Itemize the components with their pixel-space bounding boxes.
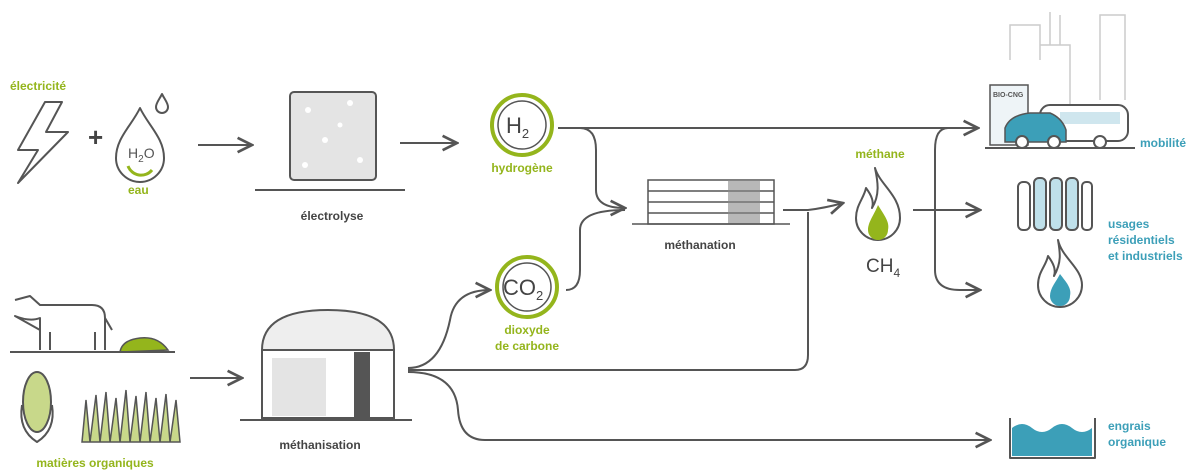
flow-h2-methanation [580, 128, 625, 208]
formula-subscript: 4 [893, 266, 900, 280]
hydrogen-formula: H2 [506, 113, 529, 141]
drop-accent [128, 166, 152, 175]
fertilizer-label: engrais [1108, 419, 1151, 433]
cow-icon [15, 296, 112, 350]
flow-methanation-methane [783, 203, 843, 210]
water-label: eau [128, 183, 149, 197]
flow-methaniser-methane [408, 212, 808, 370]
water-formula: H2O [128, 145, 155, 165]
formula-part: O [144, 145, 155, 161]
formula-part: H [128, 145, 138, 161]
methanisation-label: méthanisation [279, 438, 360, 452]
station-sign: BIO-CNG [993, 92, 1024, 99]
formula-subscript: 2 [522, 126, 529, 141]
small-drop [156, 94, 168, 113]
co2-label: de carbone [495, 339, 559, 353]
residential-label: et industriels [1108, 249, 1183, 263]
methanation-icon [632, 180, 790, 224]
plus-sign: + [88, 122, 103, 152]
co2-label: dioxyde [504, 323, 550, 337]
methane-formula: CH4 [866, 256, 900, 280]
diagram: électricité + H2O eau électrolyse H2 hyd… [0, 0, 1198, 473]
hydrogen-ring [492, 95, 552, 155]
residential-label: résidentiels [1108, 233, 1175, 247]
flow-co2-methanation [566, 210, 625, 290]
blue-flame-inner [1050, 274, 1070, 306]
methane-label: méthane [855, 147, 905, 161]
formula-part: CO [503, 275, 536, 300]
corn-icon [23, 372, 51, 432]
flow-methaniser-fertilizer [408, 372, 990, 440]
methanation-label: méthanation [664, 238, 735, 252]
mobility-icon: BIO-CNG [985, 12, 1135, 148]
radiator-icon [1018, 178, 1092, 230]
formula-part: H [506, 113, 522, 138]
flow-methaniser-co2 [408, 290, 490, 368]
water-drop [116, 108, 164, 182]
fertilizer-liquid [1012, 424, 1092, 456]
organic-matter-label: matières organiques [36, 456, 154, 470]
residential-label: usages [1108, 217, 1150, 231]
electrolysis-label: électrolyse [301, 209, 364, 223]
mobility-label: mobilité [1140, 136, 1186, 150]
fertilizer-label: organique [1108, 435, 1166, 449]
hydrogen-label: hydrogène [491, 161, 553, 175]
formula-subscript: 2 [536, 288, 543, 303]
electricity-label: électricité [10, 79, 66, 93]
grass-icon [82, 390, 180, 442]
methaniser-icon [240, 310, 412, 420]
co2-formula: CO2 [503, 275, 543, 303]
formula-part: CH [866, 256, 893, 277]
methane-flame-inner [868, 205, 888, 240]
manure-icon [120, 338, 168, 352]
lightning-icon [18, 102, 68, 183]
